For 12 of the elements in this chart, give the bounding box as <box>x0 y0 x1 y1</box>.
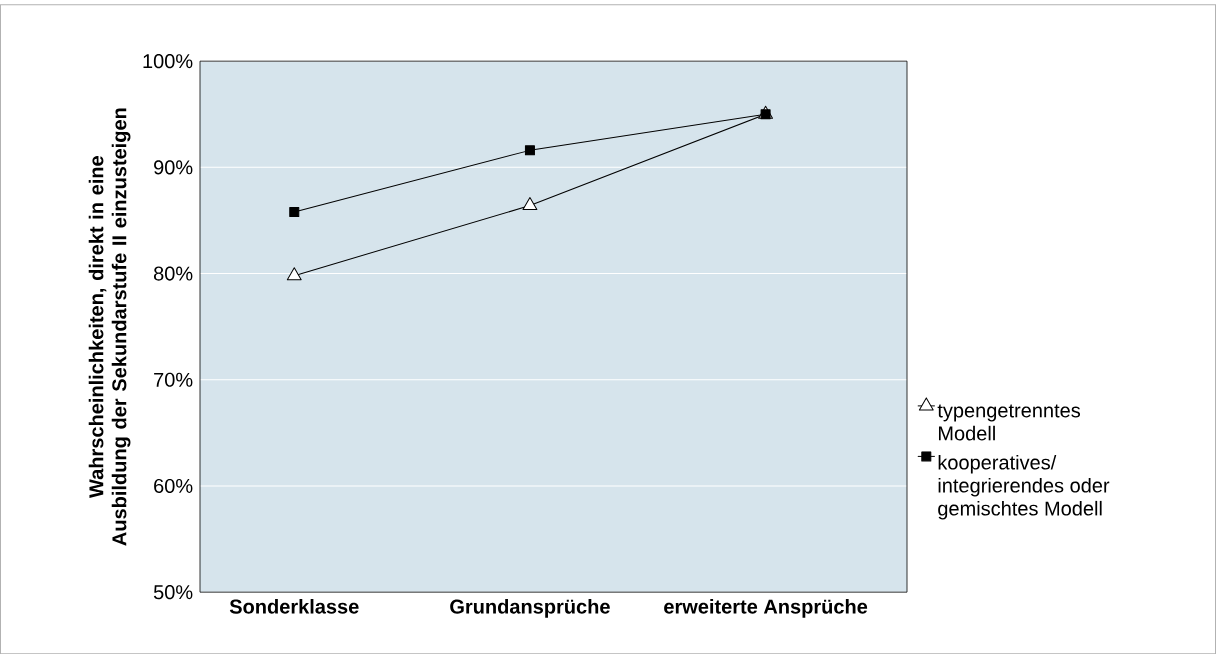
x-tick-label: erweiterte Ansprüche <box>664 598 868 618</box>
x-tick-label: Sonderklasse <box>229 598 359 614</box>
y-tick-label: 100% <box>143 54 193 69</box>
y-tick-label: 90% <box>154 160 193 175</box>
legend-label: typengetrenntes Modell <box>937 404 1081 441</box>
y-tick-label: 70% <box>154 372 193 387</box>
y-tick-label: 50% <box>153 585 193 600</box>
y-tick-label: 80% <box>153 266 193 281</box>
x-tick-label: Grundansprüche <box>450 598 610 618</box>
y-axis-title: Wahrscheinlichkeiten, direkt in eine Ausbildung der Sekundarstufe II einzusteigen <box>88 108 131 546</box>
y-tick-label: 60% <box>154 478 193 493</box>
legend-label: kooperatives/ integrierendes oder gemischtes Modell <box>938 454 1110 520</box>
